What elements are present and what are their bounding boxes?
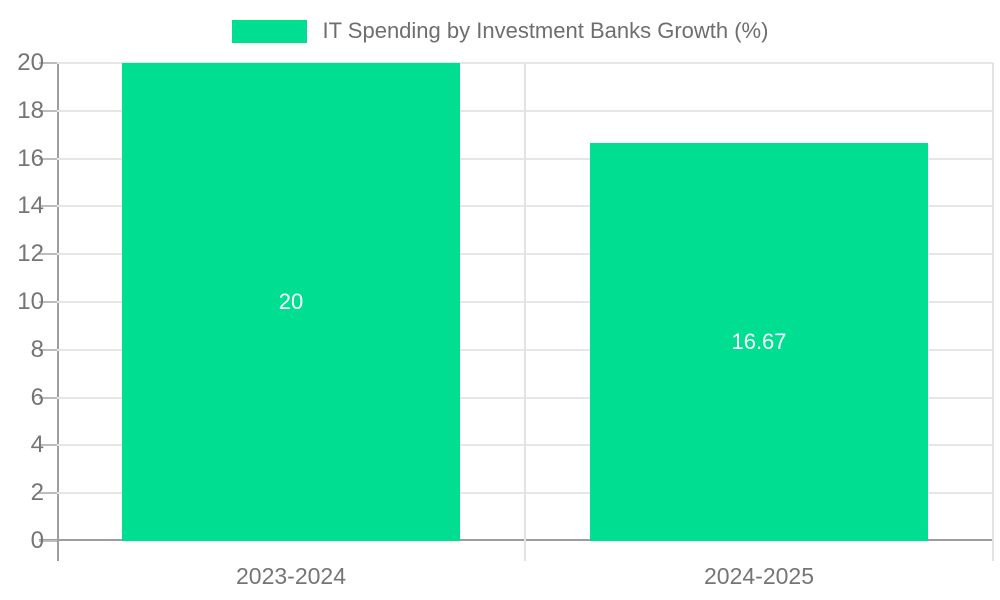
y-tick-label: 16 (17, 145, 44, 172)
y-tick-label: 8 (30, 336, 44, 363)
legend-label: IT Spending by Investment Banks Growth (… (322, 18, 769, 43)
bar-value-label: 16.67 (731, 329, 787, 354)
y-tick-mark (39, 492, 57, 494)
y-tick-label: 10 (17, 288, 44, 315)
legend-swatch (231, 19, 307, 43)
y-tick-label: 14 (17, 192, 44, 219)
y-tick-label: 18 (17, 97, 44, 124)
y-tick-mark (39, 397, 57, 399)
y-tick-mark (39, 540, 57, 542)
y-tick-mark (39, 301, 57, 303)
y-tick-label: 0 (30, 527, 44, 554)
y-tick-mark (39, 158, 57, 160)
category-separator (524, 63, 526, 561)
category-separator (992, 63, 994, 561)
y-tick-label: 20 (17, 49, 44, 76)
bar[interactable]: 16.67 (590, 143, 928, 541)
x-category-label: 2023-2024 (236, 563, 346, 589)
y-tick-label: 12 (17, 240, 44, 267)
y-tick-mark (39, 349, 57, 351)
bar-value-label: 20 (278, 289, 304, 314)
y-axis-line (57, 63, 59, 561)
y-tick-label: 6 (30, 384, 44, 411)
y-tick-mark (39, 110, 57, 112)
y-tick-mark (39, 205, 57, 207)
y-tick-mark (39, 62, 57, 64)
y-tick-label: 2 (30, 479, 44, 506)
legend[interactable]: IT Spending by Investment Banks Growth (… (0, 17, 1000, 45)
x-axis-line (39, 539, 994, 541)
y-tick-mark (39, 444, 57, 446)
y-tick-mark (39, 253, 57, 255)
x-category-label: 2024-2025 (704, 563, 814, 589)
bar[interactable]: 20 (122, 63, 460, 541)
y-tick-label: 4 (30, 431, 44, 458)
